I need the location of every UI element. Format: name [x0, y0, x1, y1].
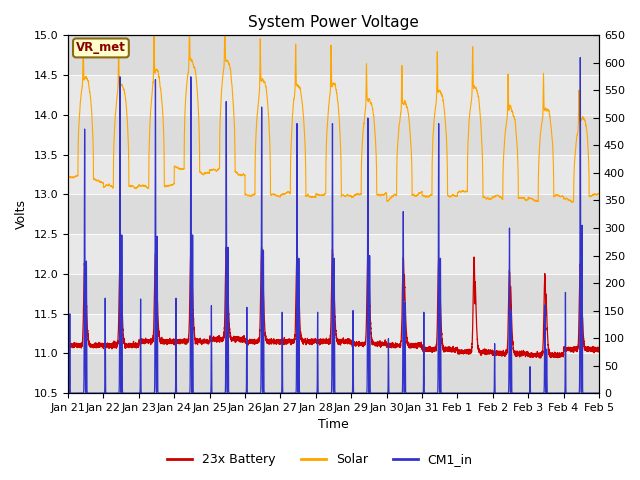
- Title: System Power Voltage: System Power Voltage: [248, 15, 419, 30]
- Bar: [68, 155, 599, 194]
- Bar: [68, 75, 599, 115]
- Bar: [68, 274, 599, 313]
- X-axis label: Time: Time: [318, 419, 349, 432]
- Bar: [68, 353, 599, 393]
- Bar: [68, 36, 599, 75]
- Bar: [68, 115, 599, 155]
- Bar: [68, 313, 599, 353]
- Text: VR_met: VR_met: [76, 41, 126, 54]
- Bar: [68, 234, 599, 274]
- Bar: [68, 194, 599, 234]
- Legend: 23x Battery, Solar, CM1_in: 23x Battery, Solar, CM1_in: [163, 448, 477, 471]
- Y-axis label: Volts: Volts: [15, 199, 28, 229]
